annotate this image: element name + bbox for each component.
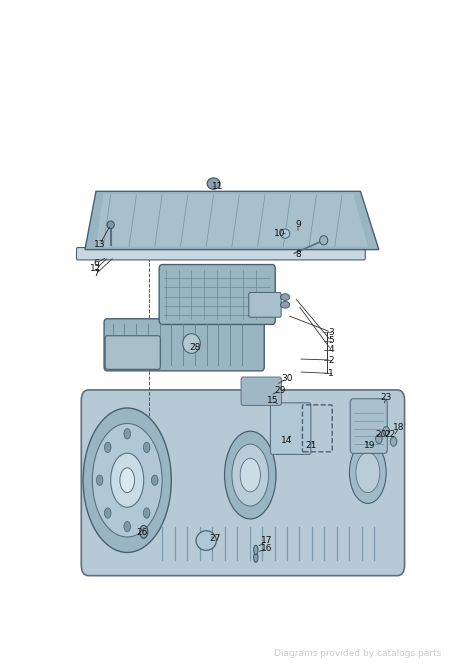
Text: 26: 26 [136,529,147,537]
Text: 10: 10 [274,229,285,238]
Ellipse shape [104,442,111,452]
Text: 6: 6 [93,259,99,268]
Text: 3: 3 [328,328,334,336]
Ellipse shape [319,236,328,245]
Ellipse shape [110,453,144,507]
Text: 20: 20 [375,430,386,440]
Text: 5: 5 [328,336,334,346]
Ellipse shape [225,431,276,519]
Ellipse shape [281,229,290,239]
Ellipse shape [232,444,269,506]
Text: 7: 7 [93,269,99,278]
Ellipse shape [375,434,382,444]
Text: 11: 11 [211,182,223,191]
Ellipse shape [196,531,216,550]
Text: 30: 30 [281,374,293,383]
Ellipse shape [120,468,135,492]
Ellipse shape [107,221,114,228]
Ellipse shape [182,334,201,353]
Ellipse shape [207,178,220,189]
Text: 16: 16 [261,544,273,553]
Text: 17: 17 [261,536,273,545]
Ellipse shape [356,452,380,492]
Ellipse shape [96,475,103,485]
Text: 2: 2 [328,356,334,364]
Ellipse shape [144,508,150,518]
Ellipse shape [240,458,260,492]
Polygon shape [96,194,368,247]
FancyBboxPatch shape [249,292,281,317]
Ellipse shape [144,442,150,452]
FancyBboxPatch shape [82,390,405,576]
Text: 22: 22 [384,430,395,440]
Text: Diagrams provided by catalogs parts: Diagrams provided by catalogs parts [274,649,441,659]
Ellipse shape [83,408,171,553]
Ellipse shape [124,521,130,532]
Text: 9: 9 [295,220,301,229]
FancyBboxPatch shape [241,377,282,405]
Ellipse shape [104,508,111,518]
Ellipse shape [281,293,290,300]
Ellipse shape [254,553,258,562]
Ellipse shape [124,429,130,439]
FancyBboxPatch shape [350,399,387,454]
Text: 12: 12 [91,264,101,273]
Text: 4: 4 [328,345,334,354]
Text: 23: 23 [381,393,392,402]
Text: 18: 18 [393,423,405,432]
Ellipse shape [92,423,162,537]
Text: 29: 29 [274,387,285,395]
Text: 28: 28 [190,343,201,352]
Polygon shape [85,192,379,250]
Ellipse shape [152,475,158,485]
Ellipse shape [254,545,258,555]
Ellipse shape [281,302,290,308]
FancyBboxPatch shape [271,403,311,454]
Text: 8: 8 [295,250,301,259]
Text: 14: 14 [282,436,292,445]
Text: 19: 19 [364,441,375,450]
Text: 21: 21 [305,441,317,450]
Text: 13: 13 [94,240,105,249]
Ellipse shape [140,525,148,538]
FancyBboxPatch shape [159,265,275,324]
Text: 27: 27 [210,533,221,543]
Ellipse shape [390,437,397,446]
Text: 1: 1 [328,369,334,378]
FancyBboxPatch shape [76,247,365,260]
FancyBboxPatch shape [105,336,160,369]
FancyBboxPatch shape [104,319,264,371]
Text: 15: 15 [266,396,278,405]
Ellipse shape [383,427,390,436]
Ellipse shape [349,442,386,503]
